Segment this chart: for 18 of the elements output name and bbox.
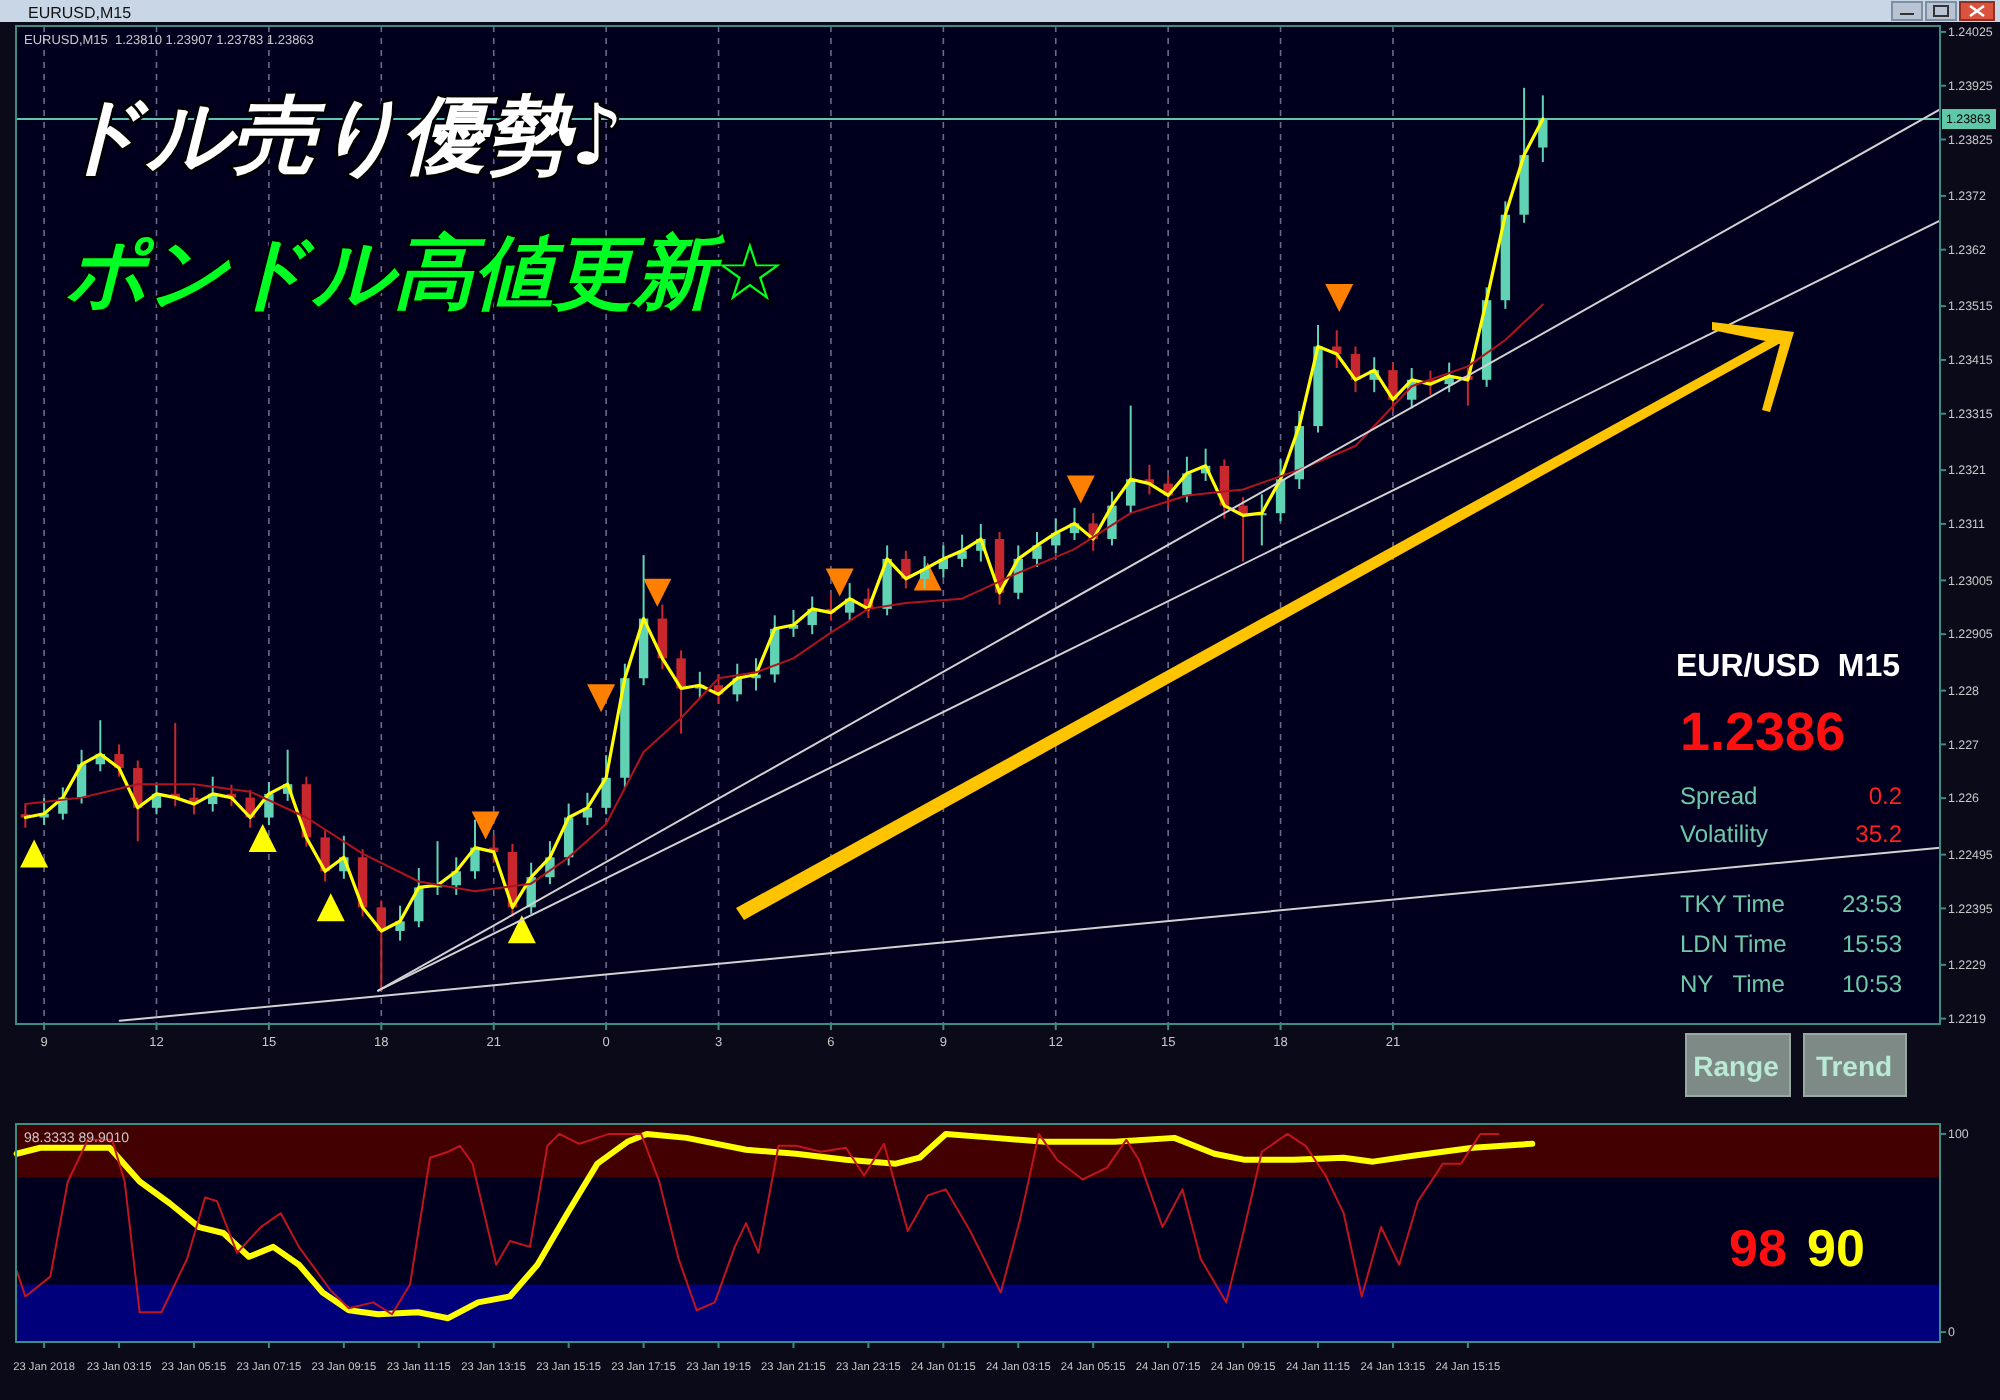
chart-title: EURUSD,M15 — [28, 4, 133, 22]
annotation: 90 — [1807, 1218, 1865, 1278]
text: Trend — [1815, 1050, 1893, 1082]
annotation: 10:53 — [1841, 970, 1903, 998]
annotation: 15:53 — [1841, 930, 1903, 958]
annotation: Volatility — [1680, 820, 1769, 848]
annotation: 35.2 — [1855, 820, 1903, 848]
annotation: 0.2 — [1868, 782, 1903, 810]
annotation: LDN Time — [1680, 930, 1788, 958]
annotation: 98 — [1729, 1218, 1787, 1278]
annotation: 1.2386 — [1680, 702, 1846, 762]
annotation: TKY Time — [1680, 890, 1786, 918]
annotation: NY Time — [1680, 970, 1786, 998]
annotation: EUR/USD M15 — [1676, 650, 1901, 684]
annotation: Spread — [1680, 782, 1758, 810]
annotation: 23:53 — [1841, 890, 1903, 918]
text: Range — [1693, 1050, 1780, 1082]
annotation: ポンドル高値更新☆ — [66, 228, 786, 320]
